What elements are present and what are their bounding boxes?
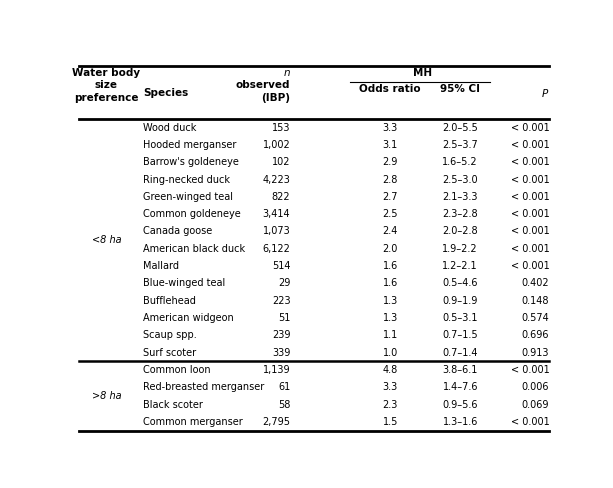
Text: 1.3: 1.3 bbox=[383, 313, 398, 323]
Text: 223: 223 bbox=[272, 296, 291, 305]
Text: 1.5: 1.5 bbox=[383, 417, 398, 427]
Text: 1.0: 1.0 bbox=[383, 347, 398, 358]
Text: 3.3: 3.3 bbox=[383, 122, 398, 133]
Text: Black scoter: Black scoter bbox=[143, 400, 203, 409]
Text: 2,795: 2,795 bbox=[262, 417, 291, 427]
Text: 2.4: 2.4 bbox=[383, 226, 398, 237]
Text: 3.8–6.1: 3.8–6.1 bbox=[443, 365, 478, 375]
Text: < 0.001: < 0.001 bbox=[511, 157, 549, 167]
Text: 2.3: 2.3 bbox=[383, 400, 398, 409]
Text: 95% CI: 95% CI bbox=[440, 84, 480, 94]
Text: < 0.001: < 0.001 bbox=[511, 261, 549, 271]
Text: 2.5–3.0: 2.5–3.0 bbox=[443, 175, 478, 184]
Text: < 0.001: < 0.001 bbox=[511, 417, 549, 427]
Text: Species: Species bbox=[143, 87, 188, 98]
Text: >8 ha: >8 ha bbox=[91, 391, 121, 401]
Text: 2.5: 2.5 bbox=[383, 209, 398, 219]
Text: 6,122: 6,122 bbox=[262, 244, 291, 254]
Text: 1,139: 1,139 bbox=[263, 365, 291, 375]
Text: Canada goose: Canada goose bbox=[143, 226, 212, 237]
Text: Red-breasted merganser: Red-breasted merganser bbox=[143, 382, 264, 392]
Text: Common merganser: Common merganser bbox=[143, 417, 243, 427]
Text: < 0.001: < 0.001 bbox=[511, 175, 549, 184]
Text: Green-winged teal: Green-winged teal bbox=[143, 192, 233, 202]
Text: 1.1: 1.1 bbox=[383, 330, 398, 340]
Text: 1.6: 1.6 bbox=[383, 278, 398, 288]
Text: Surf scoter: Surf scoter bbox=[143, 347, 196, 358]
Text: 514: 514 bbox=[272, 261, 291, 271]
Text: 1.4–7.6: 1.4–7.6 bbox=[443, 382, 478, 392]
Text: 2.0–2.8: 2.0–2.8 bbox=[443, 226, 478, 237]
Text: 1.6: 1.6 bbox=[383, 261, 398, 271]
Text: 1.2–2.1: 1.2–2.1 bbox=[443, 261, 478, 271]
Text: 0.7–1.5: 0.7–1.5 bbox=[443, 330, 478, 340]
Text: 822: 822 bbox=[272, 192, 291, 202]
Text: 4.8: 4.8 bbox=[383, 365, 398, 375]
Text: 1.3: 1.3 bbox=[383, 296, 398, 305]
Text: 0.574: 0.574 bbox=[522, 313, 549, 323]
Text: 1.6–5.2: 1.6–5.2 bbox=[443, 157, 478, 167]
Text: Bufflehead: Bufflehead bbox=[143, 296, 196, 305]
Text: 2.1–3.3: 2.1–3.3 bbox=[443, 192, 478, 202]
Text: 2.9: 2.9 bbox=[383, 157, 398, 167]
Text: 2.8: 2.8 bbox=[383, 175, 398, 184]
Text: 0.069: 0.069 bbox=[522, 400, 549, 409]
Text: 2.0–5.5: 2.0–5.5 bbox=[443, 122, 478, 133]
Text: Wood duck: Wood duck bbox=[143, 122, 197, 133]
Text: 61: 61 bbox=[278, 382, 291, 392]
Text: 102: 102 bbox=[272, 157, 291, 167]
Text: 0.696: 0.696 bbox=[522, 330, 549, 340]
Text: 1,073: 1,073 bbox=[262, 226, 291, 237]
Text: 3,414: 3,414 bbox=[263, 209, 291, 219]
Text: Common goldeneye: Common goldeneye bbox=[143, 209, 241, 219]
Text: Water body
size
preference: Water body size preference bbox=[72, 68, 140, 103]
Text: 0.5–4.6: 0.5–4.6 bbox=[443, 278, 478, 288]
Text: < 0.001: < 0.001 bbox=[511, 209, 549, 219]
Text: Common loon: Common loon bbox=[143, 365, 211, 375]
Text: Ring-necked duck: Ring-necked duck bbox=[143, 175, 230, 184]
Text: 1,002: 1,002 bbox=[262, 140, 291, 150]
Text: 51: 51 bbox=[278, 313, 291, 323]
Text: 2.5–3.7: 2.5–3.7 bbox=[443, 140, 478, 150]
Text: < 0.001: < 0.001 bbox=[511, 192, 549, 202]
Text: 153: 153 bbox=[272, 122, 291, 133]
Text: 29: 29 bbox=[278, 278, 291, 288]
Text: 58: 58 bbox=[278, 400, 291, 409]
Text: Odds ratio: Odds ratio bbox=[359, 84, 421, 94]
Text: <8 ha: <8 ha bbox=[91, 235, 121, 245]
Text: < 0.001: < 0.001 bbox=[511, 244, 549, 254]
Text: Hooded merganser: Hooded merganser bbox=[143, 140, 237, 150]
Text: 0.148: 0.148 bbox=[522, 296, 549, 305]
Text: 0.006: 0.006 bbox=[522, 382, 549, 392]
Text: 0.402: 0.402 bbox=[522, 278, 549, 288]
Text: 339: 339 bbox=[272, 347, 291, 358]
Text: < 0.001: < 0.001 bbox=[511, 365, 549, 375]
Text: 0.9–1.9: 0.9–1.9 bbox=[443, 296, 478, 305]
Text: 239: 239 bbox=[272, 330, 291, 340]
Text: 0.7–1.4: 0.7–1.4 bbox=[443, 347, 478, 358]
Text: < 0.001: < 0.001 bbox=[511, 226, 549, 237]
Text: 0.9–5.6: 0.9–5.6 bbox=[443, 400, 478, 409]
Text: 3.3: 3.3 bbox=[383, 382, 398, 392]
Text: American black duck: American black duck bbox=[143, 244, 245, 254]
Text: 1.9–2.2: 1.9–2.2 bbox=[443, 244, 478, 254]
Text: 2.0: 2.0 bbox=[383, 244, 398, 254]
Text: MH: MH bbox=[413, 68, 432, 78]
Text: 0.5–3.1: 0.5–3.1 bbox=[443, 313, 478, 323]
Text: 2.3–2.8: 2.3–2.8 bbox=[443, 209, 478, 219]
Text: American widgeon: American widgeon bbox=[143, 313, 234, 323]
Text: 2.7: 2.7 bbox=[383, 192, 398, 202]
Text: $P$: $P$ bbox=[541, 86, 549, 99]
Text: Blue-winged teal: Blue-winged teal bbox=[143, 278, 226, 288]
Text: Mallard: Mallard bbox=[143, 261, 179, 271]
Text: 1.3–1.6: 1.3–1.6 bbox=[443, 417, 478, 427]
Text: Scaup spp.: Scaup spp. bbox=[143, 330, 197, 340]
Text: 0.913: 0.913 bbox=[522, 347, 549, 358]
Text: $n$
observed
(IBP): $n$ observed (IBP) bbox=[236, 68, 291, 103]
Text: < 0.001: < 0.001 bbox=[511, 140, 549, 150]
Text: < 0.001: < 0.001 bbox=[511, 122, 549, 133]
Text: 4,223: 4,223 bbox=[262, 175, 291, 184]
Text: 3.1: 3.1 bbox=[383, 140, 398, 150]
Text: Barrow's goldeneye: Barrow's goldeneye bbox=[143, 157, 239, 167]
